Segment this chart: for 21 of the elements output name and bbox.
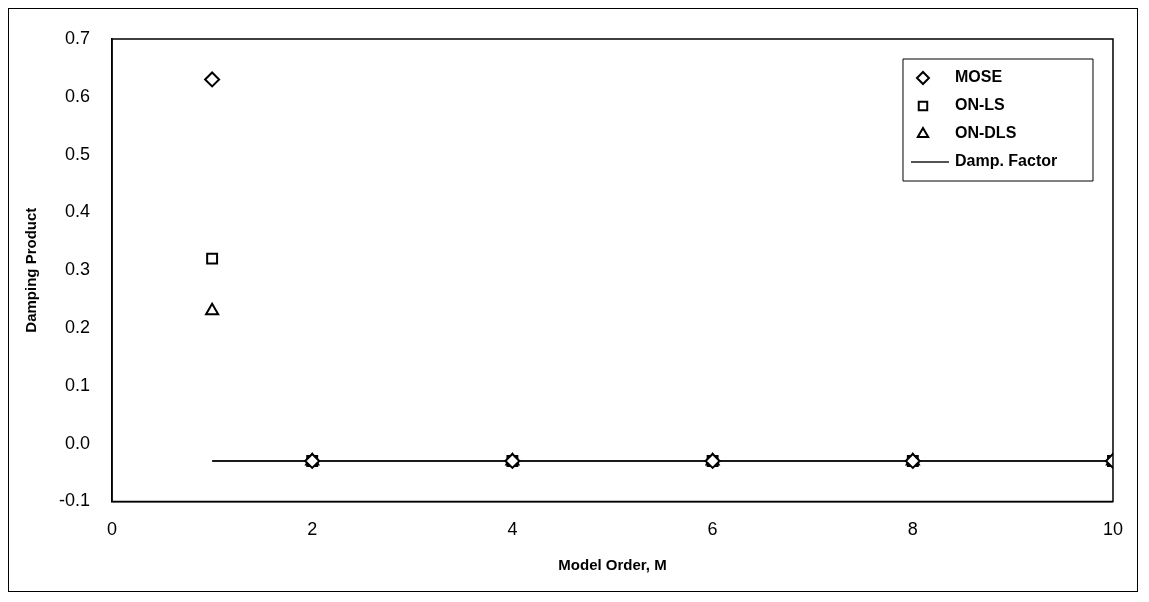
y-tick-label: 0.5 — [64, 143, 91, 164]
legend-label: ON-LS — [954, 96, 1006, 114]
x-tick-label: 8 — [907, 519, 918, 540]
x-axis-title: Model Order, M — [558, 556, 667, 574]
y-tick-label: 0.1 — [64, 374, 91, 395]
x-tick-label: 2 — [307, 519, 318, 540]
x-tick-label: 0 — [107, 519, 118, 540]
legend-label: Damp. Factor — [954, 152, 1058, 170]
legend-label: ON-DLS — [954, 124, 1017, 142]
y-axis-title: Damping Product — [22, 207, 40, 333]
y-tick-label: 0.4 — [64, 201, 91, 222]
y-tick-label: 0.7 — [64, 27, 91, 48]
x-tick-label: 4 — [507, 519, 518, 540]
y-tick-label: 0.6 — [64, 85, 91, 106]
x-tick-label: 6 — [707, 519, 718, 540]
y-tick-label: 0.0 — [64, 432, 91, 453]
y-tick-label: 0.3 — [64, 259, 91, 280]
y-tick-label: 0.2 — [64, 316, 91, 337]
x-tick-label: 10 — [1102, 519, 1123, 540]
legend-label: MOSE — [954, 68, 1003, 86]
y-tick-label: -0.1 — [58, 490, 91, 511]
